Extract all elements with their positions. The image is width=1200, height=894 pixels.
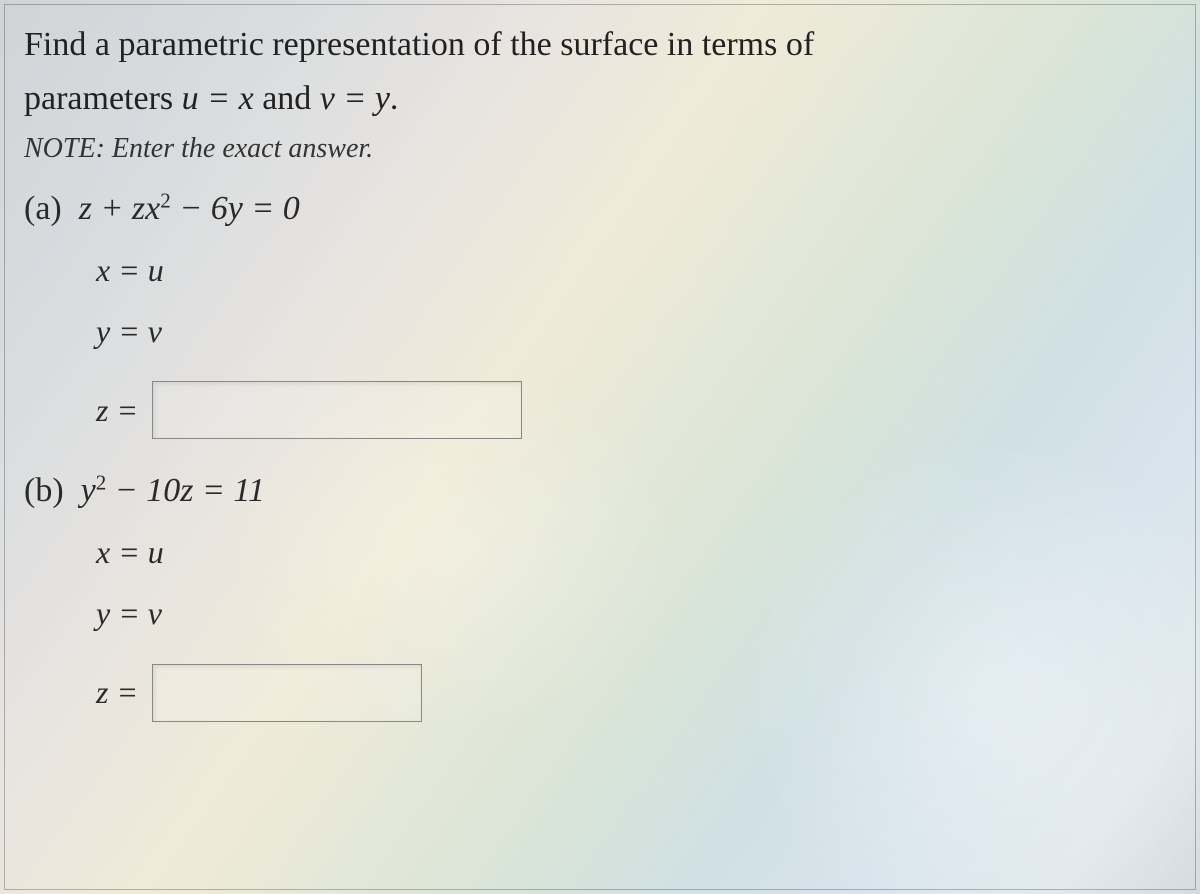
note-line: NOTE: Enter the exact answer. (24, 133, 1176, 165)
intro-line2-pre: parameters (24, 80, 182, 117)
part-a-equation: (a) z + zx2 − 6y = 0 (24, 183, 1176, 234)
part-b-answer-row: z = (96, 664, 1176, 722)
part-b-z-input[interactable] (152, 664, 422, 722)
intro-period: . (390, 80, 399, 117)
part-b-equation: (b) y2 − 10z = 11 (24, 465, 1176, 516)
part-b-label: (b) (24, 472, 64, 509)
part-a-y: y = v (96, 301, 1176, 362)
intro-line1: Find a parametric representation of the … (24, 26, 814, 63)
note-text: Enter the exact answer. (105, 133, 373, 164)
part-a-label: (a) (24, 190, 62, 227)
intro-eq1: u = x (182, 80, 254, 117)
part-a-eq: z + zx2 − 6y = 0 (70, 190, 300, 227)
intro-eq2: v = y (320, 80, 390, 117)
part-a-z-input[interactable] (152, 381, 522, 439)
part-a-z-label: z = (96, 392, 138, 429)
part-b-x: x = u (96, 522, 1176, 583)
part-b-y: y = v (96, 583, 1176, 644)
note-label: NOTE: (24, 133, 105, 164)
part-b: (b) y2 − 10z = 11 x = u y = v z = (24, 465, 1176, 722)
part-b-eq: y2 − 10z = 11 (72, 472, 265, 509)
intro-text: Find a parametric representation of the … (24, 18, 1176, 127)
part-a-x: x = u (96, 240, 1176, 301)
question-content: Find a parametric representation of the … (0, 0, 1200, 722)
part-a: (a) z + zx2 − 6y = 0 x = u y = v z = (24, 183, 1176, 440)
part-b-z-label: z = (96, 674, 138, 711)
part-a-answer-row: z = (96, 381, 1176, 439)
intro-and: and (254, 80, 320, 117)
